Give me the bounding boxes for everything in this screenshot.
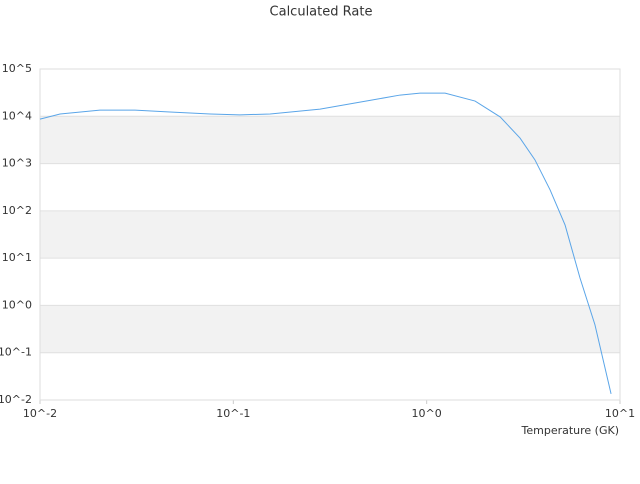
grid-band: [40, 305, 620, 353]
y-tick-label: 10^-1: [0, 346, 32, 359]
chart-title: Calculated Rate: [270, 5, 373, 20]
y-tick-label: 10^-2: [0, 393, 32, 406]
y-tick-label: 10^0: [2, 298, 32, 311]
x-tick-label: 10^-2: [23, 407, 57, 420]
y-tick-label: 10^1: [2, 251, 32, 264]
grid-band: [40, 210, 620, 259]
x-tick-label: 10^-1: [216, 407, 250, 420]
y-tick-label: 10^3: [2, 157, 32, 170]
data-line: [39, 92, 612, 394]
x-axis-label: Temperature (GK): [521, 424, 620, 437]
y-tick-label: 10^4: [2, 109, 32, 122]
plot-frame: [39, 68, 621, 401]
x-tick-label: 10^1: [605, 407, 635, 420]
grid-band: [40, 116, 620, 164]
y-tick-label: 10^2: [2, 204, 32, 217]
y-tick-label: 10^5: [2, 62, 32, 75]
x-tick-label: 10^0: [412, 407, 442, 420]
